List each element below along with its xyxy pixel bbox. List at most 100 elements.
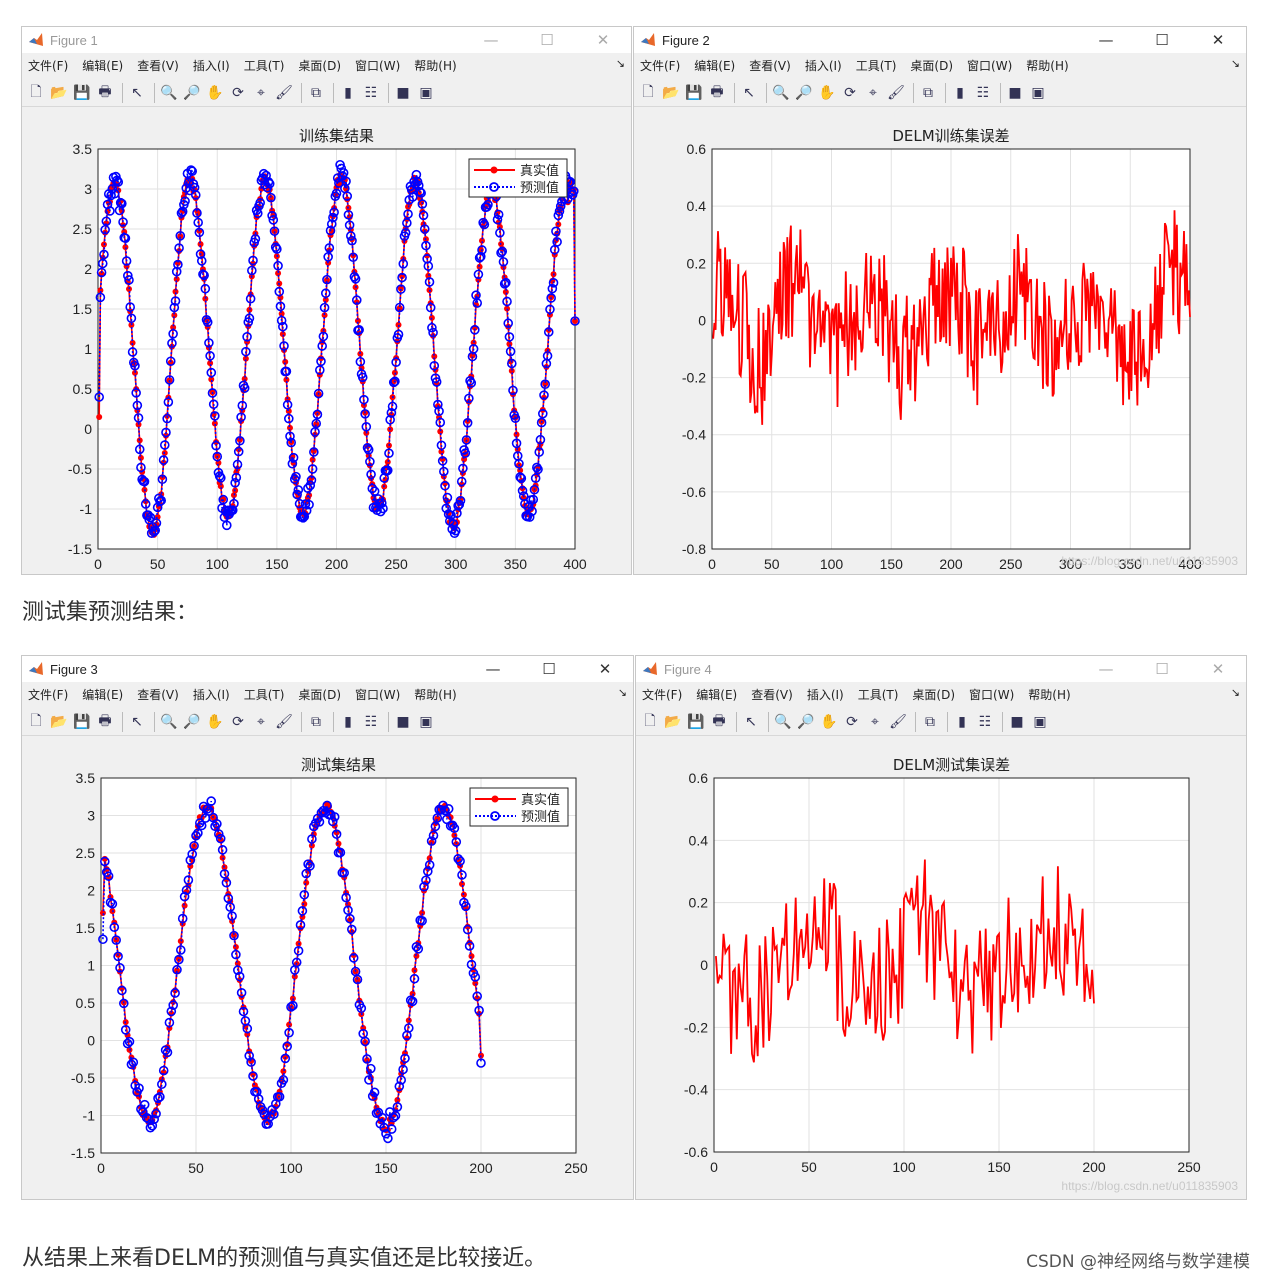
menu-insert[interactable]: 插入(I) — [804, 58, 842, 73]
rotate-icon[interactable]: ⟳ — [232, 84, 244, 101]
menu-insert[interactable]: 插入(I) — [192, 687, 230, 702]
pointer-icon[interactable]: ↖ — [131, 84, 143, 101]
zoom-in-icon[interactable]: 🔍 — [160, 713, 178, 730]
rotate-icon[interactable]: ⟳ — [232, 713, 244, 730]
pointer-icon[interactable]: ↖ — [745, 713, 757, 730]
pointer-icon[interactable]: ↖ — [743, 84, 755, 101]
minimize-button[interactable]: — — [1098, 31, 1114, 49]
menu-help[interactable]: 帮助(H) — [414, 58, 457, 73]
legend-icon[interactable]: ☷ — [364, 713, 378, 730]
close-button[interactable]: ✕ — [598, 660, 612, 678]
new-figure-icon[interactable]: 🗋 — [30, 712, 42, 729]
zoom-in-icon[interactable]: 🔍 — [774, 713, 792, 730]
menu-edit[interactable]: 编辑(E) — [82, 687, 124, 702]
menu-view[interactable]: 查看(V) — [137, 687, 179, 702]
menu-file[interactable]: 文件(F) — [642, 687, 683, 702]
menu-desktop[interactable]: 桌面(D) — [912, 687, 956, 702]
new-figure-icon[interactable]: 🗋 — [642, 83, 654, 100]
colorbar-icon[interactable]: ▮ — [958, 713, 966, 730]
pan-icon[interactable]: ✋ — [818, 84, 836, 101]
maximize-button[interactable]: ☐ — [540, 31, 554, 49]
title-bar[interactable]: Figure 2 — ☐ ✕ — [634, 27, 1246, 53]
open-icon[interactable]: 📂 — [662, 84, 680, 101]
data-cursor-icon[interactable]: ⌖ — [257, 84, 265, 101]
menu-window[interactable]: 窗口(W) — [355, 58, 401, 73]
menu-help[interactable]: 帮助(H) — [1026, 58, 1069, 73]
print-icon[interactable]: 🖶 — [710, 83, 724, 100]
hide-tools-icon[interactable]: ■ — [396, 713, 410, 730]
open-icon[interactable]: 📂 — [50, 713, 68, 730]
new-figure-icon[interactable]: 🗋 — [30, 83, 42, 100]
link-icon[interactable]: ⧉ — [311, 84, 321, 101]
link-icon[interactable]: ⧉ — [923, 84, 933, 101]
minimize-button[interactable]: — — [485, 660, 501, 678]
colorbar-icon[interactable]: ▮ — [344, 84, 352, 101]
pan-icon[interactable]: ✋ — [206, 84, 224, 101]
zoom-out-icon[interactable]: 🔎 — [183, 84, 201, 101]
menu-tools[interactable]: 工具(T) — [857, 687, 899, 702]
zoom-out-icon[interactable]: 🔎 — [795, 84, 813, 101]
minimize-button[interactable]: — — [1098, 660, 1114, 678]
menu-desktop[interactable]: 桌面(D) — [910, 58, 954, 73]
legend-icon[interactable]: ☷ — [976, 84, 990, 101]
hide-tools-icon[interactable]: ■ — [396, 84, 410, 101]
menu-insert[interactable]: 插入(I) — [192, 58, 230, 73]
dock-arrow-icon[interactable]: ↘ — [615, 57, 625, 70]
pointer-icon[interactable]: ↖ — [131, 713, 143, 730]
zoom-out-icon[interactable]: 🔎 — [183, 713, 201, 730]
menu-desktop[interactable]: 桌面(D) — [298, 687, 342, 702]
menu-view[interactable]: 查看(V) — [751, 687, 793, 702]
dock-arrow-icon[interactable]: ↘ — [617, 686, 627, 699]
print-icon[interactable]: 🖶 — [98, 712, 112, 729]
menu-desktop[interactable]: 桌面(D) — [298, 58, 342, 73]
link-icon[interactable]: ⧉ — [311, 713, 321, 730]
data-cursor-icon[interactable]: ⌖ — [257, 713, 265, 730]
menu-edit[interactable]: 编辑(E) — [82, 58, 124, 73]
brush-icon[interactable]: 🖌 — [275, 713, 293, 730]
title-bar[interactable]: Figure 3 — ☐ ✕ — [22, 656, 633, 682]
dock-arrow-icon[interactable]: ↘ — [1230, 686, 1240, 699]
open-icon[interactable]: 📂 — [664, 713, 682, 730]
brush-icon[interactable]: 🖌 — [889, 713, 907, 730]
print-icon[interactable]: 🖶 — [98, 83, 112, 100]
menu-window[interactable]: 窗口(W) — [967, 58, 1013, 73]
save-icon[interactable]: 💾 — [73, 84, 91, 101]
dock-icon[interactable]: ▣ — [1031, 84, 1045, 101]
menu-edit[interactable]: 编辑(E) — [694, 58, 736, 73]
title-bar[interactable]: Figure 1 — ☐ ✕ — [22, 27, 631, 53]
rotate-icon[interactable]: ⟳ — [844, 84, 856, 101]
colorbar-icon[interactable]: ▮ — [344, 713, 352, 730]
brush-icon[interactable]: 🖌 — [275, 84, 293, 101]
dock-arrow-icon[interactable]: ↘ — [1230, 57, 1240, 70]
menu-view[interactable]: 查看(V) — [749, 58, 791, 73]
hide-tools-icon[interactable]: ■ — [1010, 713, 1024, 730]
menu-tools[interactable]: 工具(T) — [855, 58, 897, 73]
new-figure-icon[interactable]: 🗋 — [644, 712, 656, 729]
dock-icon[interactable]: ▣ — [419, 84, 433, 101]
close-button[interactable]: ✕ — [1211, 31, 1225, 49]
menu-file[interactable]: 文件(F) — [28, 687, 69, 702]
hide-tools-icon[interactable]: ■ — [1008, 84, 1022, 101]
pan-icon[interactable]: ✋ — [206, 713, 224, 730]
maximize-button[interactable]: ☐ — [1155, 660, 1169, 678]
dock-icon[interactable]: ▣ — [419, 713, 433, 730]
menu-help[interactable]: 帮助(H) — [1028, 687, 1071, 702]
close-button[interactable]: ✕ — [1211, 660, 1225, 678]
data-cursor-icon[interactable]: ⌖ — [869, 84, 877, 101]
menu-tools[interactable]: 工具(T) — [243, 58, 285, 73]
menu-help[interactable]: 帮助(H) — [414, 687, 457, 702]
colorbar-icon[interactable]: ▮ — [956, 84, 964, 101]
zoom-out-icon[interactable]: 🔎 — [797, 713, 815, 730]
pan-icon[interactable]: ✋ — [820, 713, 838, 730]
data-cursor-icon[interactable]: ⌖ — [871, 713, 879, 730]
save-icon[interactable]: 💾 — [73, 713, 91, 730]
save-icon[interactable]: 💾 — [687, 713, 705, 730]
zoom-in-icon[interactable]: 🔍 — [160, 84, 178, 101]
menu-file[interactable]: 文件(F) — [28, 58, 69, 73]
zoom-in-icon[interactable]: 🔍 — [772, 84, 790, 101]
title-bar[interactable]: Figure 4 — ☐ ✕ — [636, 656, 1246, 682]
print-icon[interactable]: 🖶 — [712, 712, 726, 729]
maximize-button[interactable]: ☐ — [1155, 31, 1169, 49]
maximize-button[interactable]: ☐ — [542, 660, 556, 678]
minimize-button[interactable]: — — [483, 31, 499, 49]
